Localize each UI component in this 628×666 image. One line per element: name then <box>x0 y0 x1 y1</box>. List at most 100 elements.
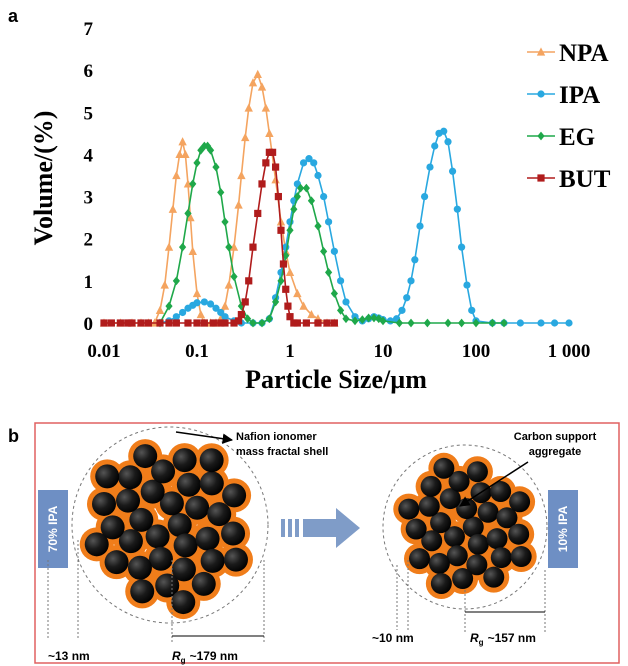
data-point <box>516 319 524 327</box>
data-point <box>370 313 378 323</box>
legend-item: NPA <box>527 40 609 67</box>
data-point <box>285 267 295 277</box>
y-tick-label: 0 <box>84 314 94 335</box>
data-point <box>271 297 280 307</box>
data-point <box>249 318 257 328</box>
annotation: Nafion ionomer <box>236 431 317 443</box>
rg-sub: g <box>181 656 186 665</box>
pointer <box>175 431 234 444</box>
panel-label: a <box>8 6 19 26</box>
data-point <box>293 288 302 298</box>
solvent-label: 10% IPA <box>556 505 570 552</box>
carbon-particle <box>207 502 232 527</box>
data-point <box>165 319 173 327</box>
data-point <box>193 158 201 168</box>
y-tick-label: 4 <box>84 145 94 166</box>
rg-symbol: R <box>172 649 181 663</box>
carbon-particle <box>84 532 109 557</box>
legend-item: BUT <box>527 166 611 193</box>
data-point <box>200 298 208 306</box>
data-point <box>116 319 124 327</box>
data-point <box>411 256 419 264</box>
shell-outline <box>71 426 269 624</box>
data-point <box>137 319 145 327</box>
carbon-particle <box>409 548 431 570</box>
y-tick-label: 2 <box>84 230 94 251</box>
data-point <box>375 314 383 324</box>
data-point <box>237 310 245 319</box>
data-point <box>189 179 197 189</box>
data-point <box>500 318 508 328</box>
data-point <box>107 319 115 327</box>
data-point <box>184 209 192 218</box>
data-point <box>293 192 301 201</box>
data-point <box>230 272 238 282</box>
carbon-particle <box>155 573 180 598</box>
carbon-particle <box>418 495 440 517</box>
x-tick-label: 10 <box>374 341 393 362</box>
legend-label: EG <box>559 124 595 151</box>
series-line <box>104 72 335 324</box>
y-tick-label: 5 <box>84 103 94 124</box>
carbon-particle <box>223 547 248 572</box>
data-point <box>271 175 280 184</box>
data-point <box>324 268 333 277</box>
rg-label: Rg ~157 nm <box>470 631 536 647</box>
data-point <box>200 319 208 327</box>
data-point <box>217 187 225 197</box>
data-point <box>258 318 266 328</box>
data-point <box>277 226 285 234</box>
carbon-particle <box>100 515 125 540</box>
data-point <box>463 281 471 289</box>
data-point <box>175 149 184 159</box>
data-point <box>364 313 373 323</box>
carbon-particle <box>127 555 152 580</box>
data-point <box>254 209 262 218</box>
data-point <box>178 137 187 146</box>
data-point <box>178 308 187 317</box>
carbon-particle <box>462 516 484 538</box>
data-point <box>128 319 136 327</box>
carbon-particle <box>452 568 474 590</box>
carbon-particle <box>221 521 246 546</box>
gap-label: ~10 nm <box>372 631 414 645</box>
data-point <box>221 319 229 327</box>
data-point <box>241 132 250 142</box>
annotation: Carbon support <box>514 431 597 443</box>
x-tick-label: 1 000 <box>548 341 591 362</box>
carbon-particle <box>439 488 461 510</box>
carbon-particle <box>130 579 155 604</box>
data-point <box>186 213 195 222</box>
data-point <box>258 180 266 188</box>
data-point <box>302 319 310 327</box>
data-point <box>160 280 169 289</box>
data-point <box>206 145 215 155</box>
carbon-particle <box>171 557 196 582</box>
x-tick-label: 100 <box>462 341 491 362</box>
carbon-particle <box>222 483 247 508</box>
carbon-particle <box>185 495 210 520</box>
data-point <box>324 218 333 226</box>
y-tick-label: 3 <box>84 188 94 209</box>
carbon-particle <box>496 507 518 529</box>
clusters <box>79 439 537 620</box>
carbon-particle <box>199 448 224 473</box>
data-point <box>193 299 201 307</box>
dimension-lines <box>47 540 546 642</box>
data-point <box>426 163 434 171</box>
x-tick-label: 0.1 <box>185 341 209 362</box>
carbon-particle <box>510 546 532 568</box>
data-point <box>249 243 257 251</box>
annotation: aggregate <box>529 446 582 458</box>
data-point <box>237 170 246 180</box>
carbon-particle <box>195 526 220 551</box>
data-point <box>453 205 461 213</box>
data-point <box>320 192 328 201</box>
data-point <box>156 319 164 327</box>
data-point <box>206 300 215 308</box>
data-point <box>330 289 338 298</box>
data-point <box>307 196 316 206</box>
data-point <box>100 319 108 327</box>
data-point <box>472 318 480 328</box>
legend-marker <box>536 47 546 56</box>
